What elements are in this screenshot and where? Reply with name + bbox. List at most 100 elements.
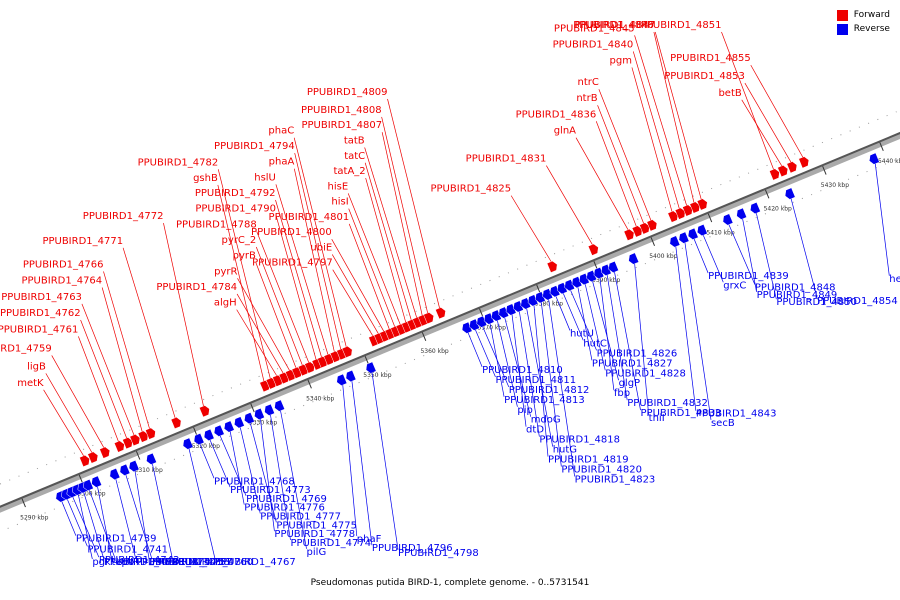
gene-label-PPUBIRD1_4819: PPUBIRD1_4819 [548, 455, 629, 466]
gene-feature-PPUBIRD1_4832 [600, 263, 612, 276]
leader-line [790, 198, 818, 298]
gene-label-glnA: glnA [554, 126, 576, 137]
leader-line [97, 486, 112, 560]
gene-feature-glnA [623, 228, 635, 241]
gene-label-hemE: hemE [889, 274, 900, 285]
tick-mark [707, 213, 713, 223]
leader-line [217, 169, 271, 379]
leader-line [51, 355, 105, 448]
gene-label-PPUBIRD1_4823: PPUBIRD1_4823 [575, 474, 656, 485]
gene-label-pip: pip [517, 405, 532, 416]
tick-mark [21, 498, 26, 508]
gene-label-PPUBIRD1_4812: PPUBIRD1_4812 [509, 385, 590, 396]
tick-label: 5360 kbp [420, 348, 448, 355]
leader-line [510, 195, 552, 262]
gene-feature-PPUBIRD1_4809 [435, 307, 446, 320]
gene-feature-PPUBIRD1_4813 [483, 312, 495, 325]
leader-line [219, 435, 247, 497]
tick-mark [364, 356, 370, 365]
leader-line [88, 490, 116, 560]
leader-line [599, 278, 615, 391]
leader-line [229, 431, 245, 505]
leader-line [122, 247, 176, 418]
leader-line [675, 246, 697, 411]
leader-line [750, 64, 804, 158]
gene-label-PPUBIRD1_4853: PPUBIRD1_4853 [664, 71, 745, 82]
gene-feature-PPUBIRD1_4757 [119, 463, 131, 476]
leader-line [364, 162, 412, 320]
leader-line [595, 121, 637, 227]
leader-line [61, 501, 77, 536]
gene-feature-pip [491, 309, 502, 322]
tick-mark [307, 379, 312, 389]
gene-feature-hutU [549, 285, 561, 298]
gene-label-PPUBIRD1_4850: PPUBIRD1_4850 [776, 297, 857, 308]
gene-feature-pgm [667, 210, 679, 223]
gene-label-PPUBIRD1_4810: PPUBIRD1_4810 [482, 365, 563, 376]
genome-axis-shadow [0, 133, 900, 513]
legend-entry-forward: Forward [836, 8, 890, 22]
leader-line [533, 305, 549, 457]
gene-label-ntrC: ntrC [578, 77, 599, 88]
gene-label-PPUBIRD1_4776: PPUBIRD1_4776 [244, 503, 325, 514]
gene-label-PPUBIRD1_4743: PPUBIRD1_4743 [104, 557, 185, 568]
gene-feature-PPUBIRD1_4773 [203, 428, 215, 441]
gene-label-dtD: dtD [526, 425, 544, 436]
gene-feature-PPUBIRD1_4760 [146, 452, 157, 465]
tick-label: 5410 kbp [706, 229, 734, 236]
leader-line [684, 242, 712, 420]
leader-line [467, 332, 483, 368]
gene-feature-glgP [586, 269, 598, 283]
gene-feature-fbp [593, 266, 605, 280]
gene-feature-PPUBIRD1_4768 [193, 432, 205, 446]
gene-feature-PPUBIRD1_4758 [128, 459, 140, 473]
gene-label-PPUBIRD1_4807: PPUBIRD1_4807 [301, 120, 382, 131]
gene-label-PPUBIRD1_4775: PPUBIRD1_4775 [276, 520, 357, 531]
leader-line [540, 302, 562, 467]
gene-feature-PPUBIRD1_4778 [254, 407, 265, 421]
gene-feature-PPUBIRD1_4833 [608, 260, 619, 273]
gene-feature-PPUBIRD1_4839 [687, 227, 699, 240]
gene-label-PPUBIRD1_4762: PPUBIRD1_4762 [0, 308, 81, 319]
leader-line [504, 317, 532, 417]
gene-feature-PPUBIRD1_4843 [669, 235, 681, 248]
gene-feature-PPUBIRD1_4771 [170, 416, 182, 430]
tick-label: 5310 kbp [135, 467, 163, 474]
leader-line [260, 419, 275, 532]
gene-label-epd: epd [115, 557, 134, 568]
gene-label-tktA: tktA [112, 557, 133, 568]
leader-line [255, 262, 297, 368]
leader-line [275, 199, 322, 358]
gene-label-PPUBIRD1_4764: PPUBIRD1_4764 [22, 275, 103, 286]
gene-feature-PPUBIRD1_4820 [535, 291, 546, 304]
leader-line [115, 479, 137, 560]
tick-label: 5390 kbp [592, 277, 620, 284]
gene-label-PPUBIRD1_4848: PPUBIRD1_4848 [755, 283, 836, 294]
tick-mark [765, 189, 770, 199]
gene-label-PPUBIRD1_4846: PPUBIRD1_4846 [573, 20, 654, 31]
leader-line [351, 381, 373, 546]
reverse-swatch [836, 23, 848, 35]
gene-feature-PPUBIRD1_4769 [213, 424, 225, 437]
gene-label-PPUBIRD1_4754: PPUBIRD1_4754 [136, 557, 217, 568]
gene-feature-PPUBIRD1_4772 [198, 405, 210, 418]
leader-line [728, 224, 756, 285]
gene-label-PPUBIRD1_4827: PPUBIRD1_4827 [592, 358, 673, 369]
tick-label: 5300 kbp [77, 491, 105, 498]
gene-label-PPUBIRD1_4854: PPUBIRD1_4854 [817, 296, 898, 307]
leader-line [293, 168, 335, 352]
leader-line [575, 137, 629, 230]
gene-label-PPUBIRD1_4839: PPUBIRD1_4839 [708, 271, 789, 282]
gene-feature-secB [678, 231, 690, 244]
gene-feature-epd [83, 478, 94, 492]
legend-label-forward: Forward [853, 10, 890, 20]
leader-line [598, 89, 652, 221]
gene-label-PPUBIRD1_4832: PPUBIRD1_4832 [627, 398, 708, 409]
gene-feature-PPUBIRD1_4812 [476, 315, 488, 328]
gene-feature-dtD [505, 303, 517, 316]
leader-line [562, 293, 584, 341]
gene-label-mdoG: mdoG [531, 415, 561, 426]
leader-line [756, 213, 777, 300]
leader-line [632, 51, 680, 209]
gene-feature-PPUBIRD1_4828 [578, 272, 590, 286]
